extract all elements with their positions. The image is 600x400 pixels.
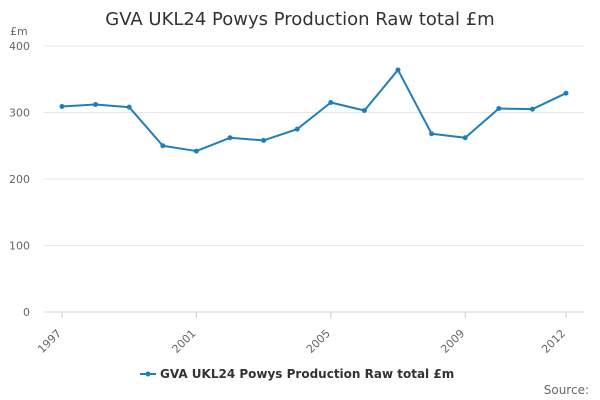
data-point bbox=[261, 137, 267, 143]
data-point bbox=[160, 143, 166, 149]
x-axis-ticks: 1997 2001 2005 2009 2012 bbox=[35, 311, 584, 356]
y-axis-unit-label: £m bbox=[10, 25, 28, 38]
legend-marker-icon bbox=[145, 371, 151, 377]
data-point bbox=[529, 106, 535, 112]
data-point bbox=[193, 148, 199, 154]
series-line-1 bbox=[61, 68, 567, 153]
chart-title: GVA UKL24 Powys Production Raw total £m bbox=[105, 9, 494, 30]
y-tick-label: 200 bbox=[9, 173, 30, 186]
data-point bbox=[294, 126, 300, 132]
gridlines bbox=[44, 45, 584, 313]
x-tick-label: 1997 bbox=[35, 327, 64, 356]
data-point bbox=[462, 135, 468, 141]
x-tick-label: 2001 bbox=[170, 327, 199, 356]
data-point bbox=[93, 102, 99, 108]
data-point bbox=[563, 90, 569, 96]
data-point bbox=[395, 67, 401, 73]
x-tick-label: 2009 bbox=[438, 327, 467, 356]
data-point bbox=[328, 100, 334, 106]
y-tick-label: 300 bbox=[9, 107, 30, 120]
data-point bbox=[59, 104, 65, 110]
data-point bbox=[227, 135, 233, 141]
y-tick-label: 0 bbox=[23, 306, 30, 319]
data-point bbox=[126, 104, 132, 110]
x-tick-label: 2012 bbox=[539, 327, 568, 356]
y-tick-label: 400 bbox=[9, 40, 30, 53]
data-point bbox=[496, 106, 502, 112]
data-point bbox=[361, 108, 367, 114]
x-tick-label: 2005 bbox=[304, 327, 333, 356]
y-axis-ticks: 0 100 200 300 400 bbox=[9, 40, 30, 319]
y-tick-label: 100 bbox=[9, 240, 30, 253]
legend: GVA UKL24 Powys Production Raw total £m bbox=[140, 367, 454, 381]
series-layer bbox=[59, 67, 569, 154]
data-point bbox=[429, 131, 435, 137]
source-credit: Source: bbox=[544, 383, 589, 397]
legend-item-label: GVA UKL24 Powys Production Raw total £m bbox=[160, 367, 454, 381]
